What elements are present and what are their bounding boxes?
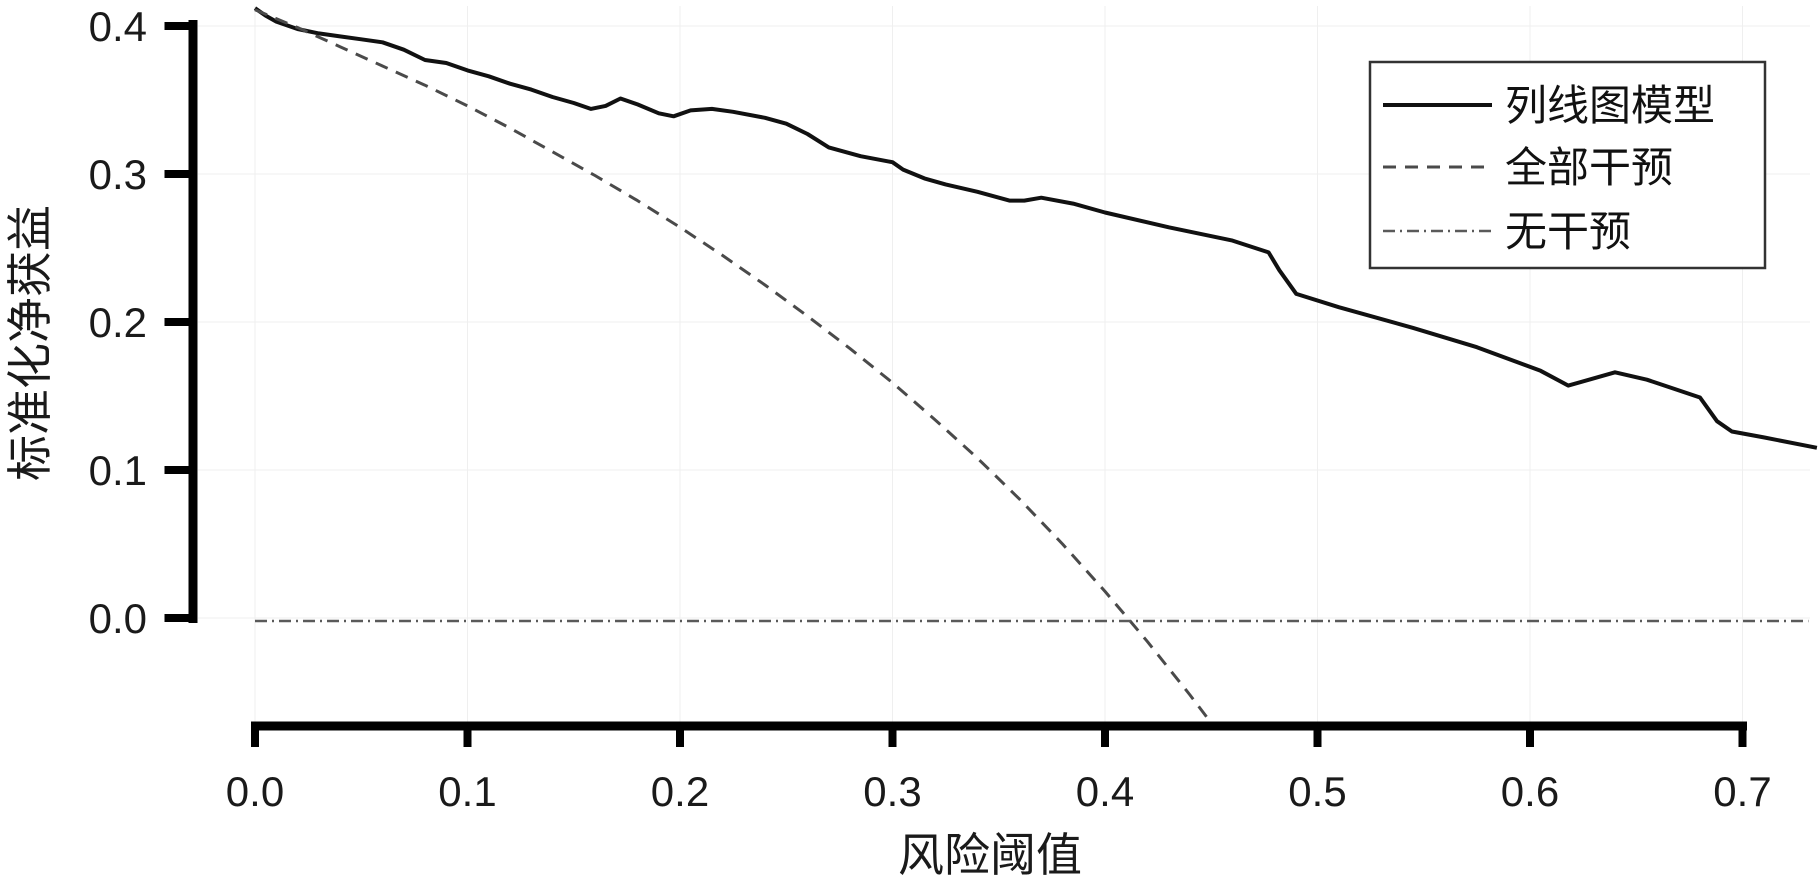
legend-item-nomogram-model: 列线图模型: [1383, 82, 1715, 129]
x-axis-title: 风险阈值: [898, 829, 1082, 881]
series-line-solid: [253, 6, 1818, 450]
legend-box: [1368, 60, 1767, 270]
x-tick: [676, 721, 684, 747]
x-tick: [1313, 721, 1322, 747]
legend-label: 列线图模型: [1505, 82, 1715, 129]
legend: 列线图模型 全部干预 无干预: [1368, 60, 1767, 270]
legend-item-treat-none: 无干预: [1383, 208, 1631, 255]
x-tick-label: 0.1: [438, 768, 496, 815]
x-tick: [1526, 721, 1534, 747]
legend-label: 无干预: [1505, 208, 1631, 255]
y-tick-label: 0.4: [89, 3, 147, 50]
axes-layer: 0.0 0.1 0.2 0.3 0.4 0.0 0.1 0.2 0.3 0.4 0.5 0.6 0.7: [89, 3, 1772, 815]
x-tick: [1101, 721, 1109, 747]
x-tick: [251, 721, 259, 747]
x-tick-label: 0.0: [226, 768, 284, 815]
x-tick-label: 0.7: [1713, 768, 1771, 815]
legend-label: 全部干预: [1505, 144, 1673, 191]
y-axis-title: 标准化净获益: [4, 205, 56, 481]
x-tick-label: 0.2: [651, 768, 709, 815]
x-tick-label: 0.4: [1076, 768, 1134, 815]
y-tick: [164, 170, 193, 178]
y-tick: [164, 466, 193, 474]
y-tick-label: 0.0: [89, 595, 147, 642]
x-tick-label: 0.3: [863, 768, 921, 815]
x-tick: [888, 721, 897, 747]
x-tick-label: 0.5: [1288, 768, 1346, 815]
series-layer: [253, 6, 1818, 725]
series-line-dashed: [254, 8, 1213, 725]
grid-layer: [198, 6, 1810, 726]
y-tick-label: 0.2: [89, 299, 147, 346]
x-tick-label: 0.6: [1501, 768, 1559, 815]
x-tick: [1738, 721, 1747, 747]
legend-item-treat-all: 全部干预: [1383, 144, 1673, 191]
y-tick: [164, 22, 193, 30]
x-axis-spine: [251, 721, 1747, 731]
y-tick-label: 0.3: [89, 151, 147, 198]
y-tick: [164, 318, 193, 326]
y-tick: [164, 614, 193, 622]
x-tick: [463, 721, 472, 747]
y-tick-label: 0.1: [89, 447, 147, 494]
